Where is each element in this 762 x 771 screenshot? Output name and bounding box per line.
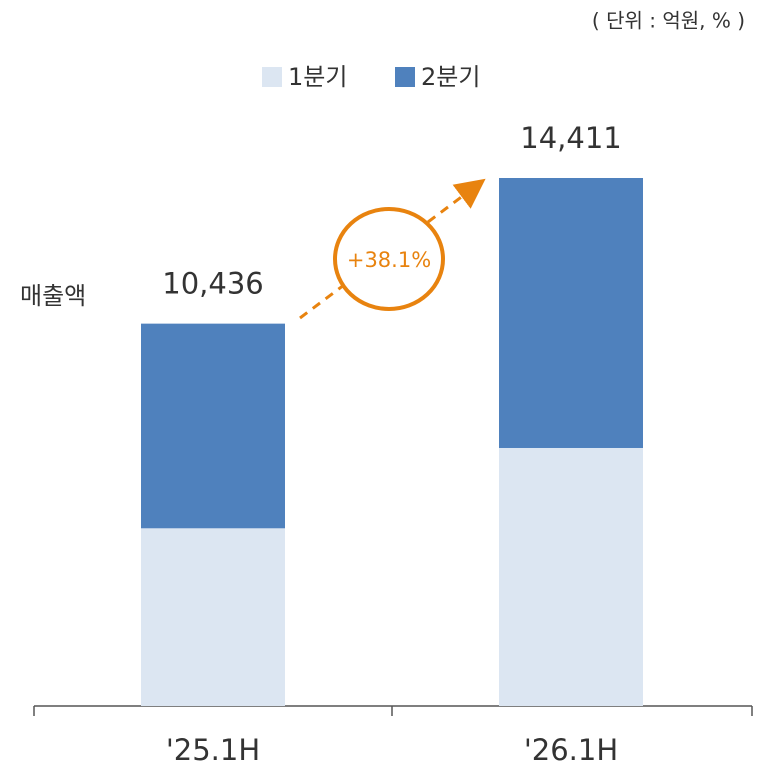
growth-text: +38.1% [347, 248, 431, 272]
x-tick-label: '26.1H [524, 733, 618, 767]
x-axis [33, 705, 753, 716]
growth-annotation: +38.1% [299, 178, 486, 320]
legend-label: 1분기 [288, 63, 347, 91]
growth-arrow [299, 178, 486, 320]
total-label: 14,411 [520, 121, 621, 155]
total-label: 10,436 [162, 267, 263, 301]
bar-segment [499, 447, 643, 706]
legend-label: 2분기 [421, 63, 480, 91]
growth-circle [333, 207, 445, 311]
y-label: 매출액 [20, 282, 86, 310]
unit-note: ( 단위 : 억원, % ) [592, 9, 745, 33]
bar-segment [141, 323, 285, 529]
bar-segment [141, 528, 285, 706]
legend-swatch [262, 67, 282, 87]
bar-segment [499, 178, 643, 448]
legend-swatch [395, 67, 415, 87]
x-tick-label: '25.1H [166, 733, 260, 767]
